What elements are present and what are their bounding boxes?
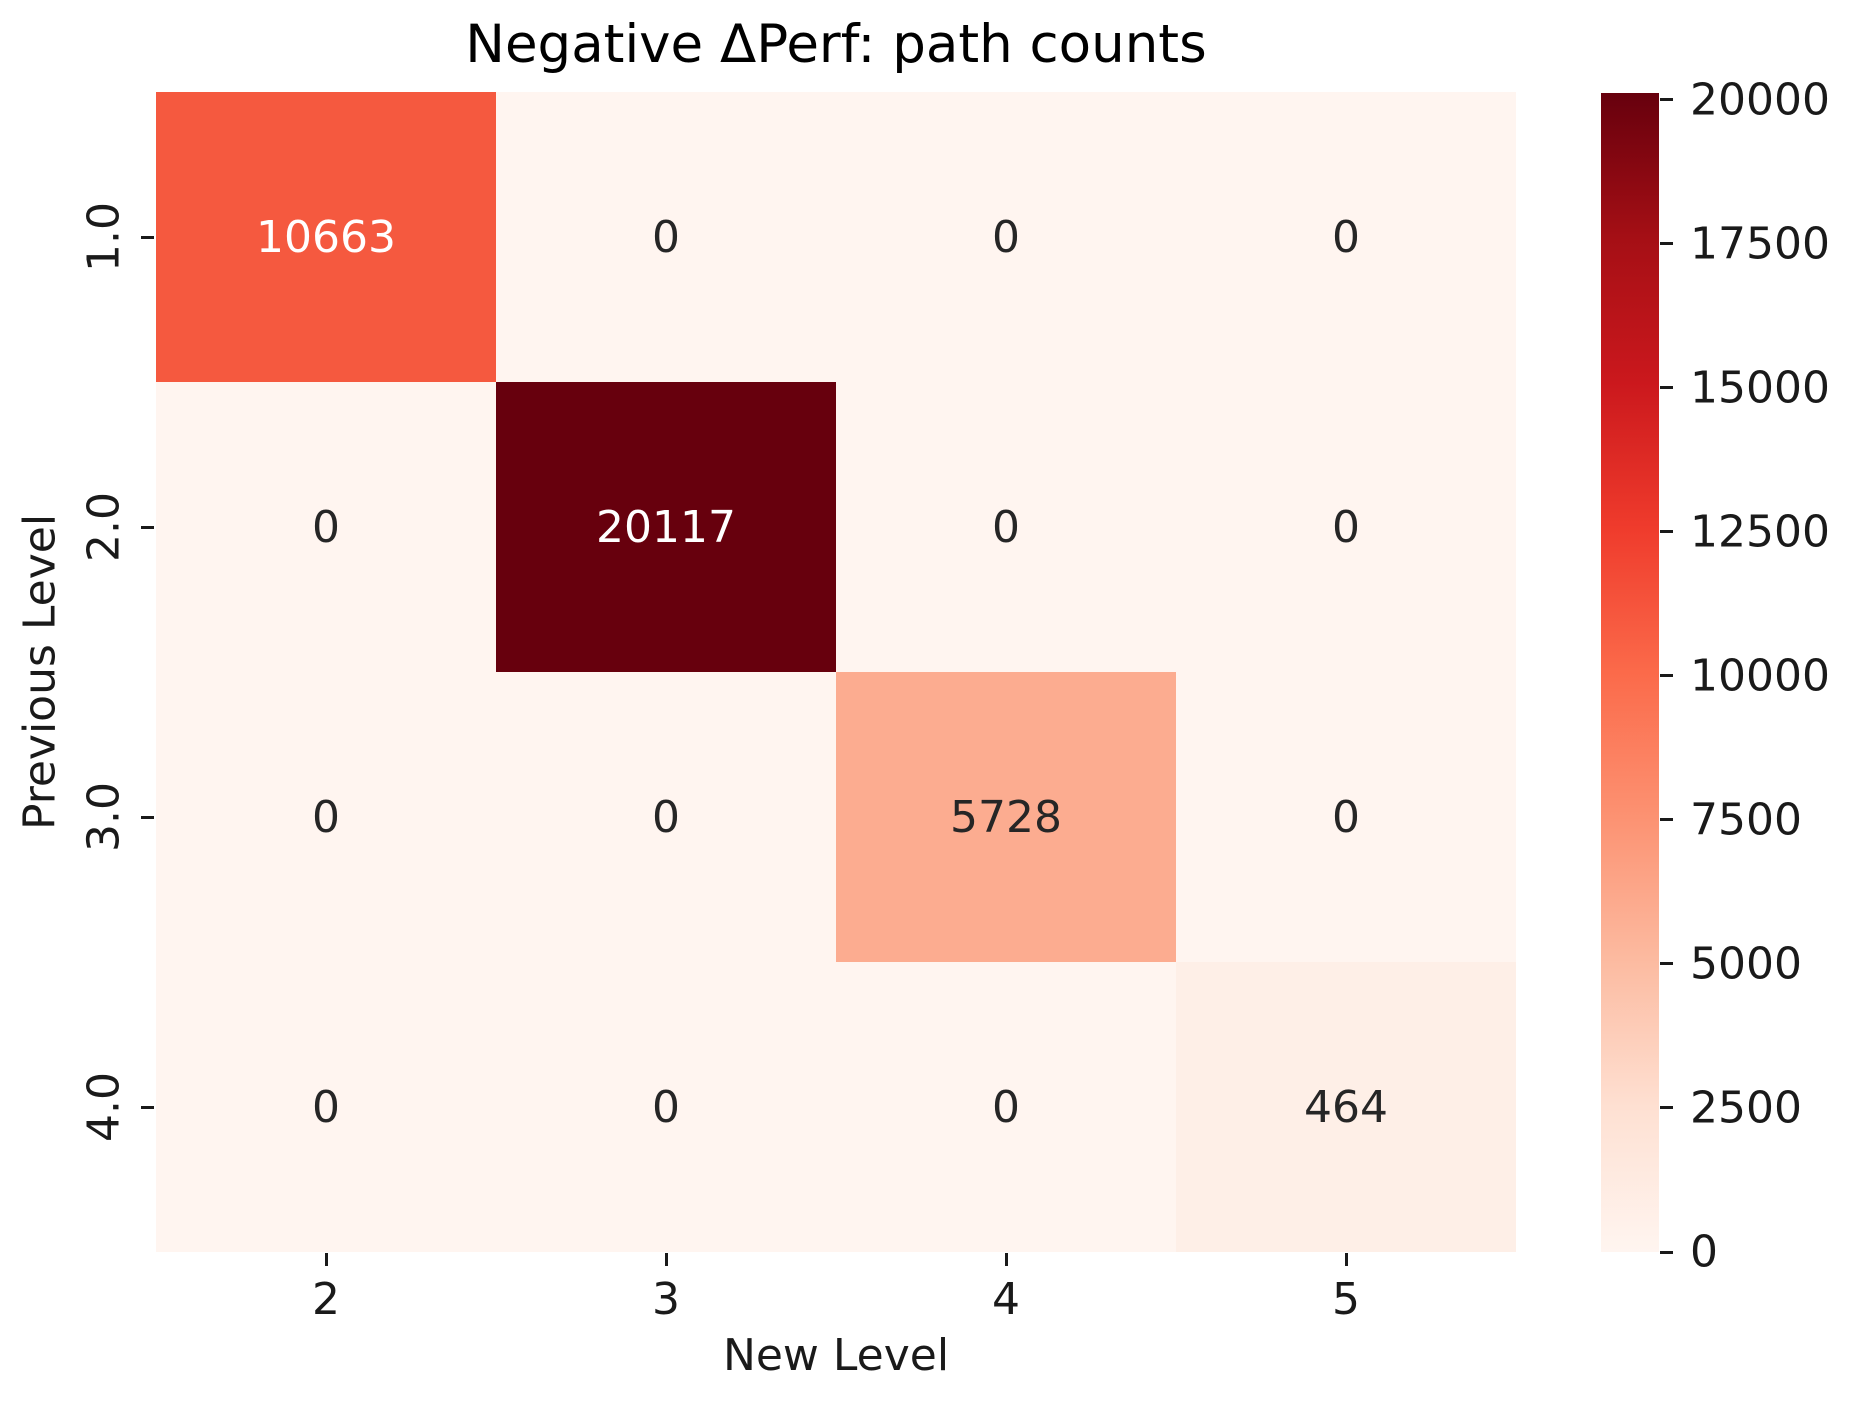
colorbar-tick-label: 5000 (1690, 938, 1802, 990)
x-axis-title: New Level (722, 1330, 950, 1381)
colorbar-tick-mark (1660, 962, 1673, 966)
colorbar-tick-label: 20000 (1690, 74, 1830, 126)
y-tick-label: 1.0 (78, 202, 130, 272)
colorbar-tick-mark (1660, 674, 1673, 678)
heatmap-cell-r4c2: 0 (496, 962, 836, 1252)
colorbar-tick-label: 2500 (1690, 1082, 1802, 1134)
heatmap-cell-r2c4: 0 (1176, 382, 1516, 672)
colorbar-tick-label: 17500 (1690, 218, 1830, 270)
x-tick-mark (1004, 1253, 1008, 1266)
y-tick-label: 2.0 (78, 492, 130, 562)
heatmap-cell-r1c2: 0 (496, 92, 836, 382)
heatmap-cell-r2c2: 20117 (496, 382, 836, 672)
colorbar-tick-label: 15000 (1690, 362, 1830, 414)
colorbar-tick-label: 10000 (1690, 650, 1830, 702)
y-tick-mark (141, 1105, 154, 1109)
colorbar-tick-mark (1660, 242, 1673, 246)
heatmap: 10663 0 0 0 0 20117 0 0 0 0 5728 0 0 0 0 464 (156, 92, 1516, 1252)
x-tick-label: 3 (652, 1274, 680, 1325)
heatmap-cell-r3c3: 5728 (836, 672, 1176, 962)
colorbar-tick-mark (1660, 818, 1673, 822)
heatmap-cell-r3c2: 0 (496, 672, 836, 962)
heatmap-cell-r4c1: 0 (156, 962, 496, 1252)
colorbar-tick-label: 12500 (1690, 506, 1830, 558)
x-tick-mark (1344, 1253, 1348, 1266)
heatmap-cell-r1c4: 0 (1176, 92, 1516, 382)
x-tick-label: 4 (992, 1274, 1020, 1325)
y-tick-label: 3.0 (78, 782, 130, 852)
heatmap-cell-r2c1: 0 (156, 382, 496, 672)
x-tick-mark (664, 1253, 668, 1266)
colorbar-tick-label: 0 (1690, 1226, 1718, 1278)
colorbar-tick-mark (1660, 1106, 1673, 1110)
chart-title: Negative ΔPerf: path counts (465, 14, 1207, 75)
heatmap-cell-r3c4: 0 (1176, 672, 1516, 962)
colorbar-tick-mark (1660, 530, 1673, 534)
x-tick-mark (324, 1253, 328, 1266)
y-tick-label: 4.0 (78, 1072, 130, 1142)
y-tick-mark (141, 815, 154, 819)
colorbar-tick-label: 7500 (1690, 794, 1802, 846)
heatmap-cell-r2c3: 0 (836, 382, 1176, 672)
heatmap-cell-r1c1: 10663 (156, 92, 496, 382)
x-tick-label: 2 (312, 1274, 340, 1325)
heatmap-cell-r4c3: 0 (836, 962, 1176, 1252)
y-tick-mark (141, 525, 154, 529)
heatmap-cell-r3c1: 0 (156, 672, 496, 962)
colorbar-tick-mark (1660, 98, 1673, 102)
heatmap-cell-r1c3: 0 (836, 92, 1176, 382)
colorbar-tick-mark (1660, 386, 1673, 390)
colorbar (1601, 93, 1659, 1252)
y-tick-mark (141, 235, 154, 239)
colorbar-tick-mark (1660, 1250, 1673, 1254)
x-tick-label: 5 (1332, 1274, 1360, 1325)
y-axis-title: Previous Level (14, 513, 66, 831)
heatmap-cell-r4c4: 464 (1176, 962, 1516, 1252)
